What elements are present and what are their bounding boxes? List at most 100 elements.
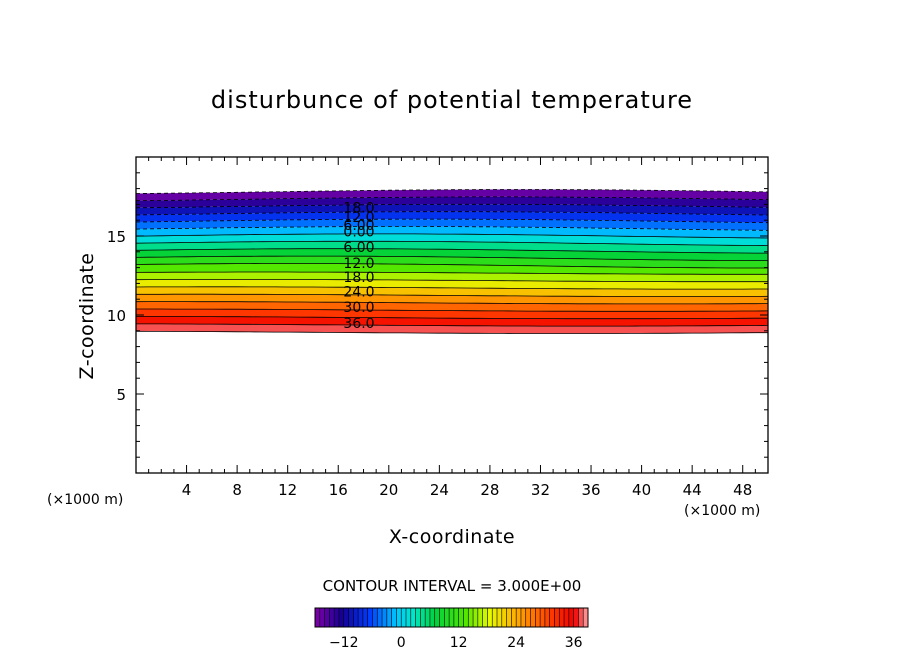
x-tick-label: 40 (632, 481, 651, 499)
x-tick-label: 36 (581, 481, 600, 499)
contour-line (136, 316, 768, 320)
colorbar-cell (497, 608, 503, 627)
contour-line (136, 323, 768, 327)
colorbar-cell (492, 608, 498, 627)
contour-label: 18.0 (343, 201, 374, 217)
contour-label: 12.0 (343, 256, 374, 272)
colorbar-cell (358, 608, 364, 627)
contour-band (136, 219, 768, 231)
colorbar-cell (353, 608, 359, 627)
colorbar-cell (434, 608, 440, 627)
colorbar-cell (549, 608, 555, 627)
colorbar-cell (334, 608, 340, 627)
colorbar-tick-label: −12 (329, 635, 359, 651)
colorbar-cell (535, 608, 541, 627)
colorbar-cell (420, 608, 426, 627)
colorbar-cell (362, 608, 368, 627)
x-unit-label-left: (×1000 m) (47, 492, 124, 508)
contour-label: 36.0 (343, 316, 374, 332)
colorbar-cell (559, 608, 565, 627)
contour-line (136, 189, 768, 194)
contour-band (136, 196, 768, 208)
contour-label: 24.0 (343, 284, 374, 300)
contour-line (136, 226, 768, 231)
colorbar-cell (377, 608, 383, 627)
colorbar-cell (415, 608, 421, 627)
contour-label: 18.0 (343, 270, 374, 286)
colorbar-cell (391, 608, 397, 627)
x-tick-label: 16 (329, 481, 348, 499)
colorbar-cell (343, 608, 349, 627)
contour-band (136, 204, 768, 215)
contour-line (136, 293, 768, 297)
contour-label: 0.00 (343, 224, 374, 240)
contour-label: 6.00 (343, 218, 374, 234)
contour-line (136, 240, 768, 246)
colorbar-cell (540, 608, 546, 627)
x-tick-label: 28 (480, 481, 499, 499)
colorbar-cell (520, 608, 527, 627)
colorbar-cell (406, 608, 412, 627)
colorbar-cell (401, 608, 407, 627)
colorbar-cell (530, 608, 536, 627)
y-tick-label: 5 (116, 386, 126, 404)
x-axis-label: X-coordinate (388, 526, 516, 548)
colorbar-cell (564, 608, 570, 627)
contour-lines (136, 189, 768, 334)
colorbar-cell (568, 608, 574, 627)
colorbar-cell (506, 608, 512, 627)
colorbar-cell (372, 608, 378, 627)
contour-line (136, 196, 768, 202)
colorbar: −12 0 12 24 36 (314, 607, 589, 651)
colorbar-cell (458, 608, 464, 627)
contour-line (136, 233, 768, 239)
x-tick-label: 20 (379, 481, 398, 499)
colorbar-cell (511, 608, 517, 627)
x-unit-label-right: (×1000 m) (684, 503, 761, 519)
colorbar-cell (324, 608, 330, 627)
colorbar-cell (578, 608, 584, 627)
colorbar-cell (463, 608, 469, 627)
colorbar-cell (449, 608, 455, 627)
colorbar-cell (348, 608, 354, 627)
colorbar-cell (516, 608, 522, 627)
contour-line (136, 255, 768, 261)
colorbar-cell (367, 608, 373, 627)
contour-line (136, 330, 768, 334)
contour-line (136, 279, 768, 283)
contour-line (136, 301, 768, 305)
colorbar-cell (319, 608, 325, 627)
contour-band (136, 226, 768, 238)
colorbar-cell (315, 608, 321, 627)
contour-band (136, 256, 768, 268)
contour-line (136, 263, 768, 269)
contour-band (136, 241, 768, 254)
x-tick-label: 24 (430, 481, 449, 499)
colorbar-cell (382, 608, 388, 627)
colorbar-cell (554, 608, 560, 627)
colorbar-cell (429, 608, 436, 627)
colorbar-frame (314, 607, 589, 628)
colorbar-cell (482, 608, 488, 627)
contour-band (136, 211, 768, 223)
colorbar-cell (487, 608, 493, 627)
contour-band (136, 189, 768, 201)
colorbar-tick-label: 24 (507, 635, 525, 651)
contour-line (136, 271, 768, 275)
contour-line (136, 308, 768, 312)
colorbar-tick-label: 12 (450, 635, 468, 651)
colorbar-tick-label: 0 (397, 635, 406, 651)
contour-line (136, 218, 768, 224)
colorbar-cell (338, 608, 345, 627)
y-tick-label: 15 (107, 228, 126, 246)
colorbar-cell (473, 608, 479, 627)
contour-line (136, 248, 768, 254)
y-tick-label: 10 (107, 307, 126, 325)
x-tick-label: 12 (278, 481, 297, 499)
filled-contour-bands (136, 189, 768, 334)
contour-label: 30.0 (343, 300, 374, 316)
contour-line (136, 286, 768, 290)
